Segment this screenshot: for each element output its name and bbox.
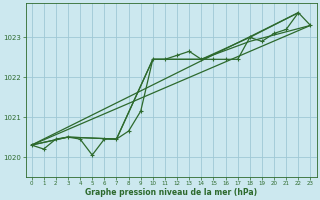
X-axis label: Graphe pression niveau de la mer (hPa): Graphe pression niveau de la mer (hPa) [85,188,257,197]
